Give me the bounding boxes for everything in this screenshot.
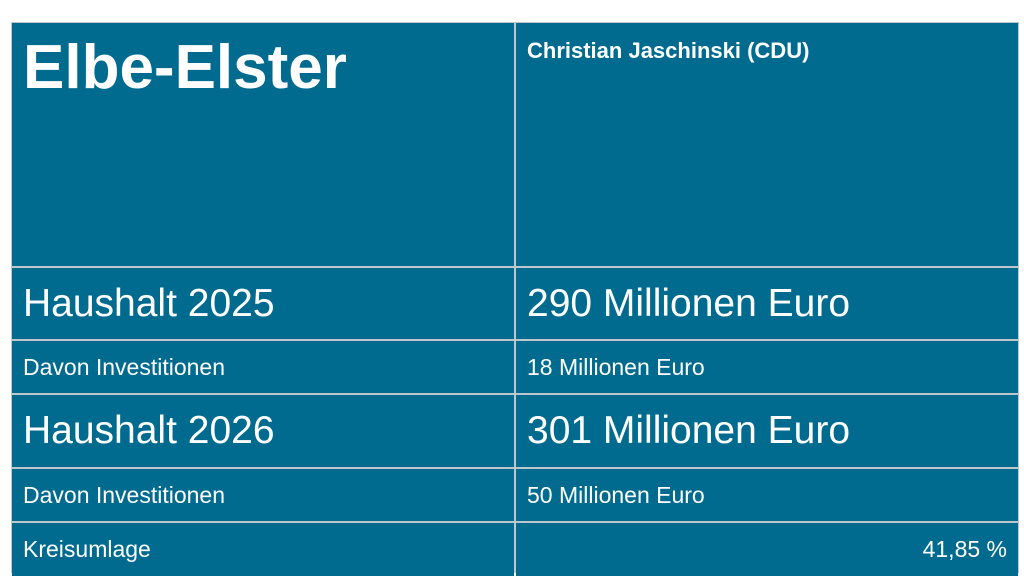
- budget-table: Elbe-Elster Christian Jaschinski (CDU) H…: [11, 22, 1019, 576]
- district-administrator: Christian Jaschinski (CDU): [516, 23, 1018, 266]
- budget-2026-value: 301 Millionen Euro: [516, 395, 1018, 467]
- budget-table-grid: Elbe-Elster Christian Jaschinski (CDU) H…: [12, 23, 1018, 576]
- budget-2026-label: Haushalt 2026: [12, 395, 514, 467]
- district-title: Elbe-Elster: [12, 23, 514, 266]
- budget-2025-value: 290 Millionen Euro: [516, 268, 1018, 339]
- district-levy-label: Kreisumlage: [12, 523, 514, 576]
- budget-2025-label: Haushalt 2025: [12, 268, 514, 339]
- district-levy-value: 41,85 %: [516, 523, 1018, 576]
- investment-2026-value: 50 Millionen Euro: [516, 469, 1018, 521]
- investment-2025-label: Davon Investitionen: [12, 341, 514, 393]
- investment-2026-label: Davon Investitionen: [12, 469, 514, 521]
- investment-2025-value: 18 Millionen Euro: [516, 341, 1018, 393]
